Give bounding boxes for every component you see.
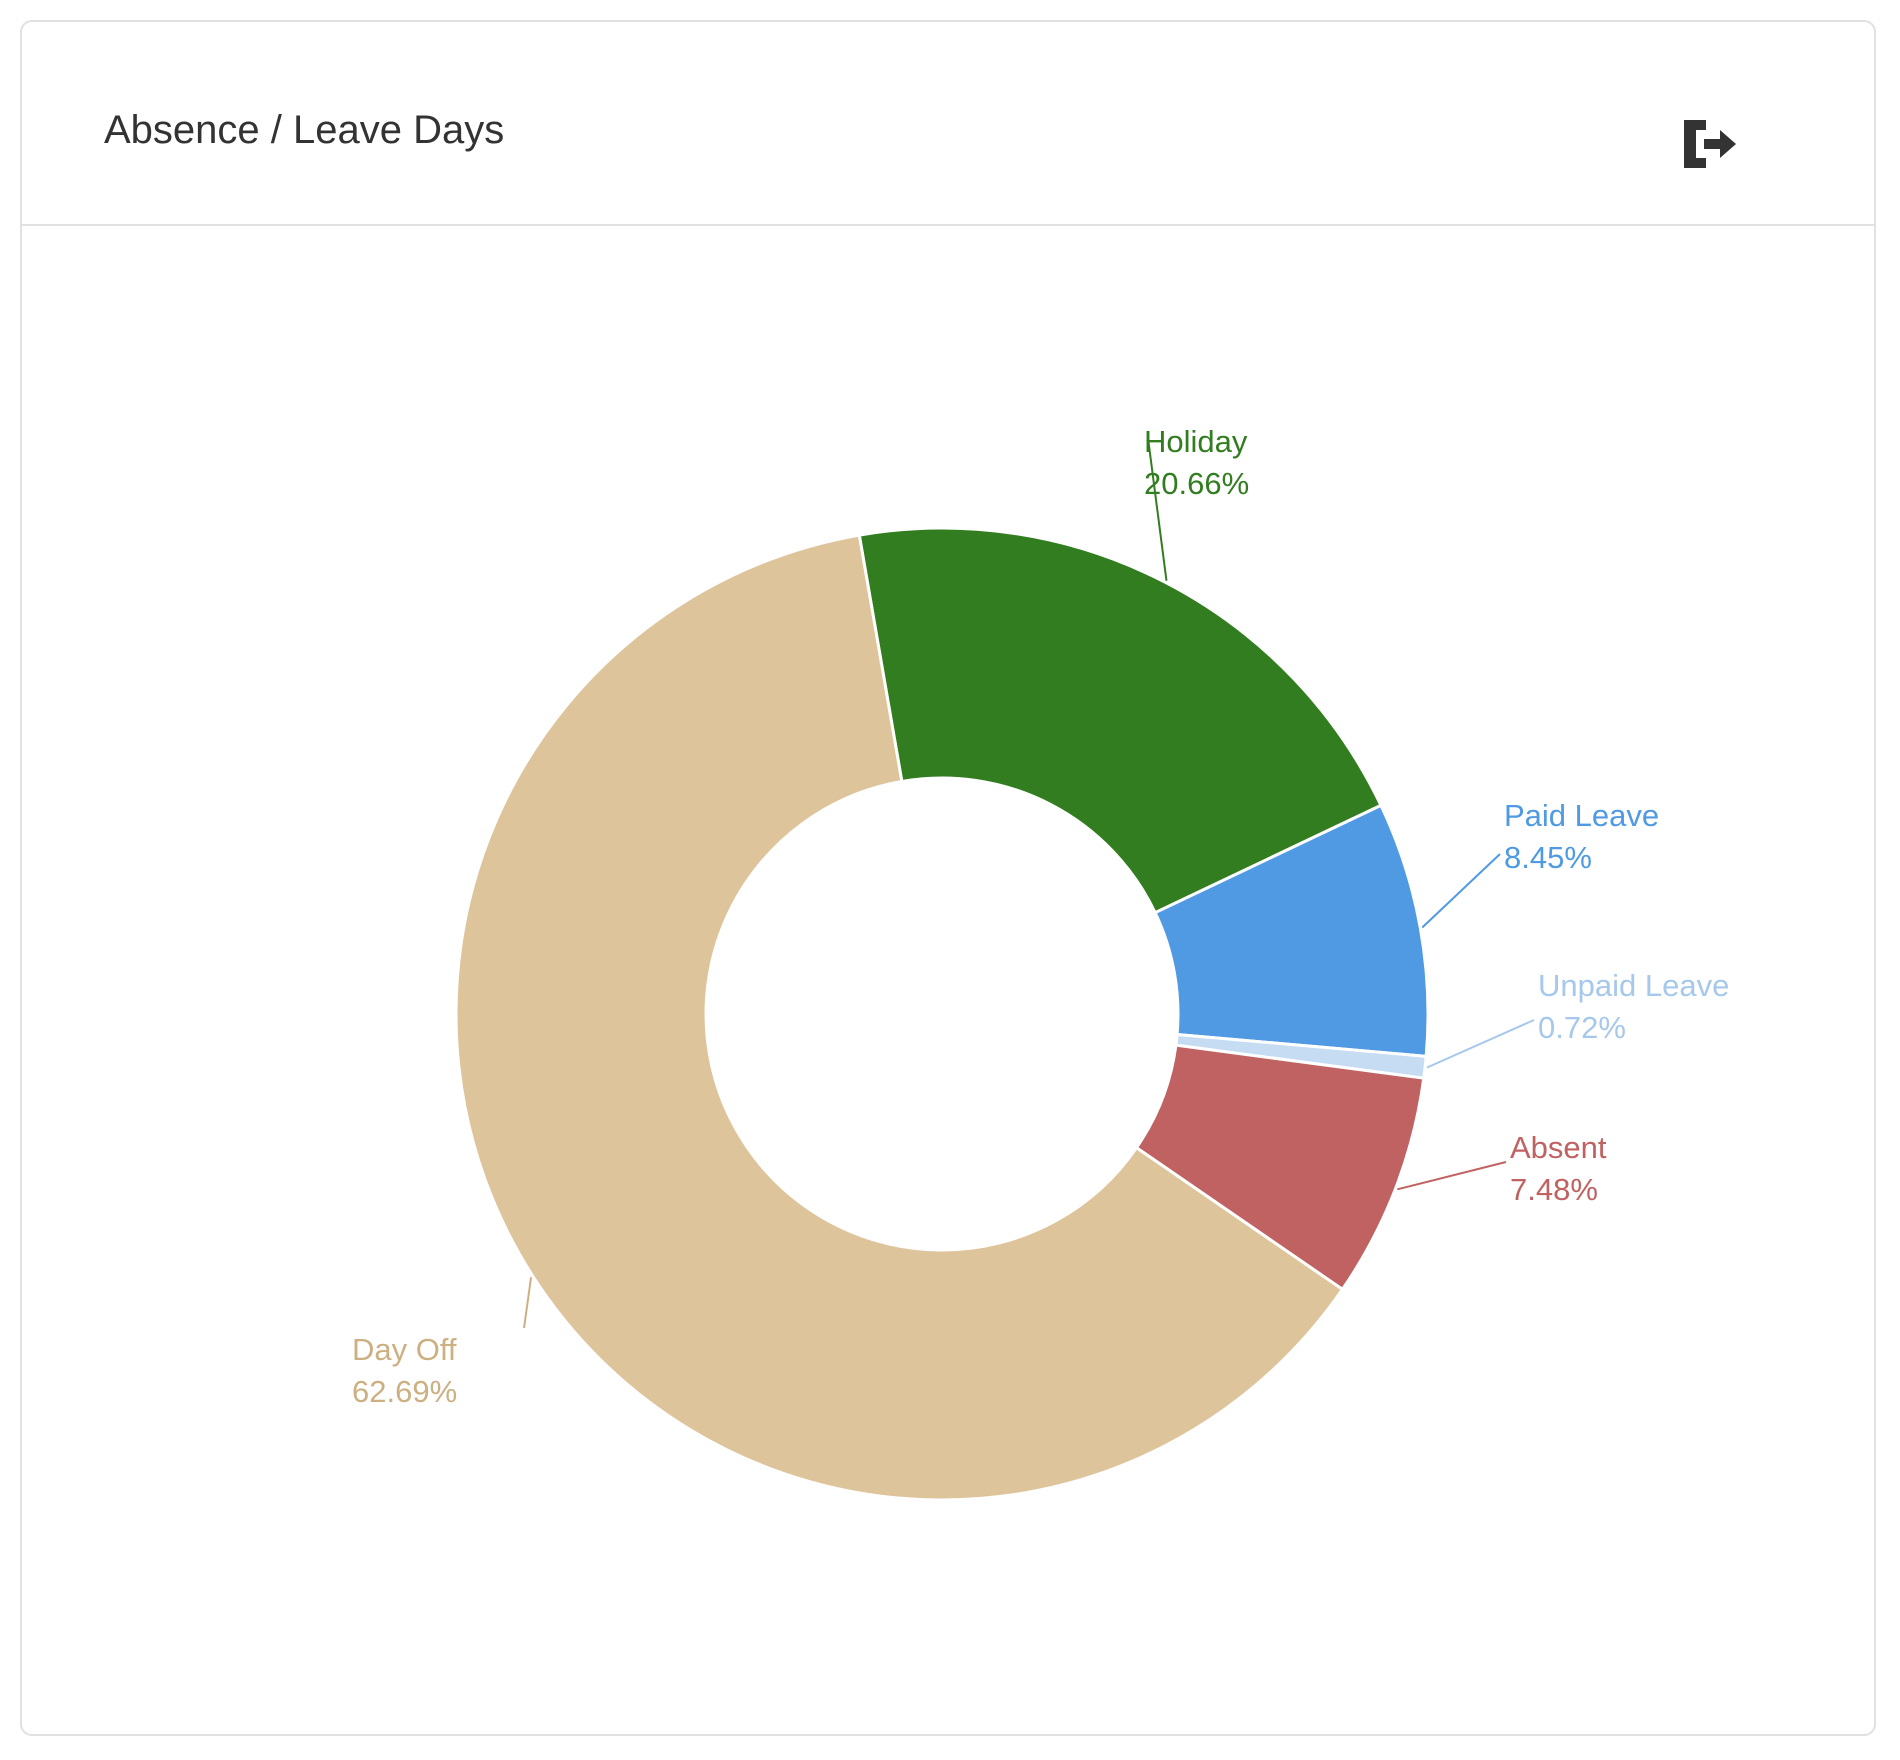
- connector-holiday: [1147, 437, 1168, 581]
- connector-absent: [1397, 1161, 1507, 1191]
- slice-day-off[interactable]: [454, 533, 1345, 1502]
- slice-label: Absent: [1510, 1130, 1607, 1165]
- export-button[interactable]: [1662, 100, 1742, 180]
- slice-paid-leave[interactable]: [1153, 803, 1430, 1058]
- chart-card: Absence / Leave Days Holiday 20.66% Paid L…: [20, 20, 1876, 1736]
- connector-unpaid-leave: [1426, 1019, 1535, 1069]
- slice-label: Unpaid Leave: [1538, 968, 1729, 1003]
- card-title: Absence / Leave Days: [104, 108, 505, 152]
- slice-label: Holiday: [1144, 424, 1248, 459]
- slice-value-label: 20.66%: [1144, 466, 1249, 501]
- slice-value-label: 0.72%: [1538, 1010, 1626, 1045]
- sign-out-icon: [1684, 120, 1736, 168]
- chart-area: Holiday 20.66% Paid Leave 8.45% Unpaid Leave…: [22, 226, 1874, 1734]
- donut-chart: Holiday 20.66% Paid Leave 8.45% Unpaid Leave…: [352, 424, 1729, 1502]
- card-header: Absence / Leave Days: [22, 22, 1874, 226]
- connector-paid-leave: [1421, 853, 1501, 929]
- slice-label: Day Off: [352, 1332, 457, 1367]
- slice-value-label: 8.45%: [1504, 840, 1592, 875]
- slice-value-label: 7.48%: [1510, 1172, 1598, 1207]
- connector-day-off: [523, 1277, 533, 1329]
- slice-label: Paid Leave: [1504, 798, 1659, 833]
- slice-value-label: 62.69%: [352, 1374, 457, 1409]
- slice-holiday[interactable]: [857, 526, 1383, 915]
